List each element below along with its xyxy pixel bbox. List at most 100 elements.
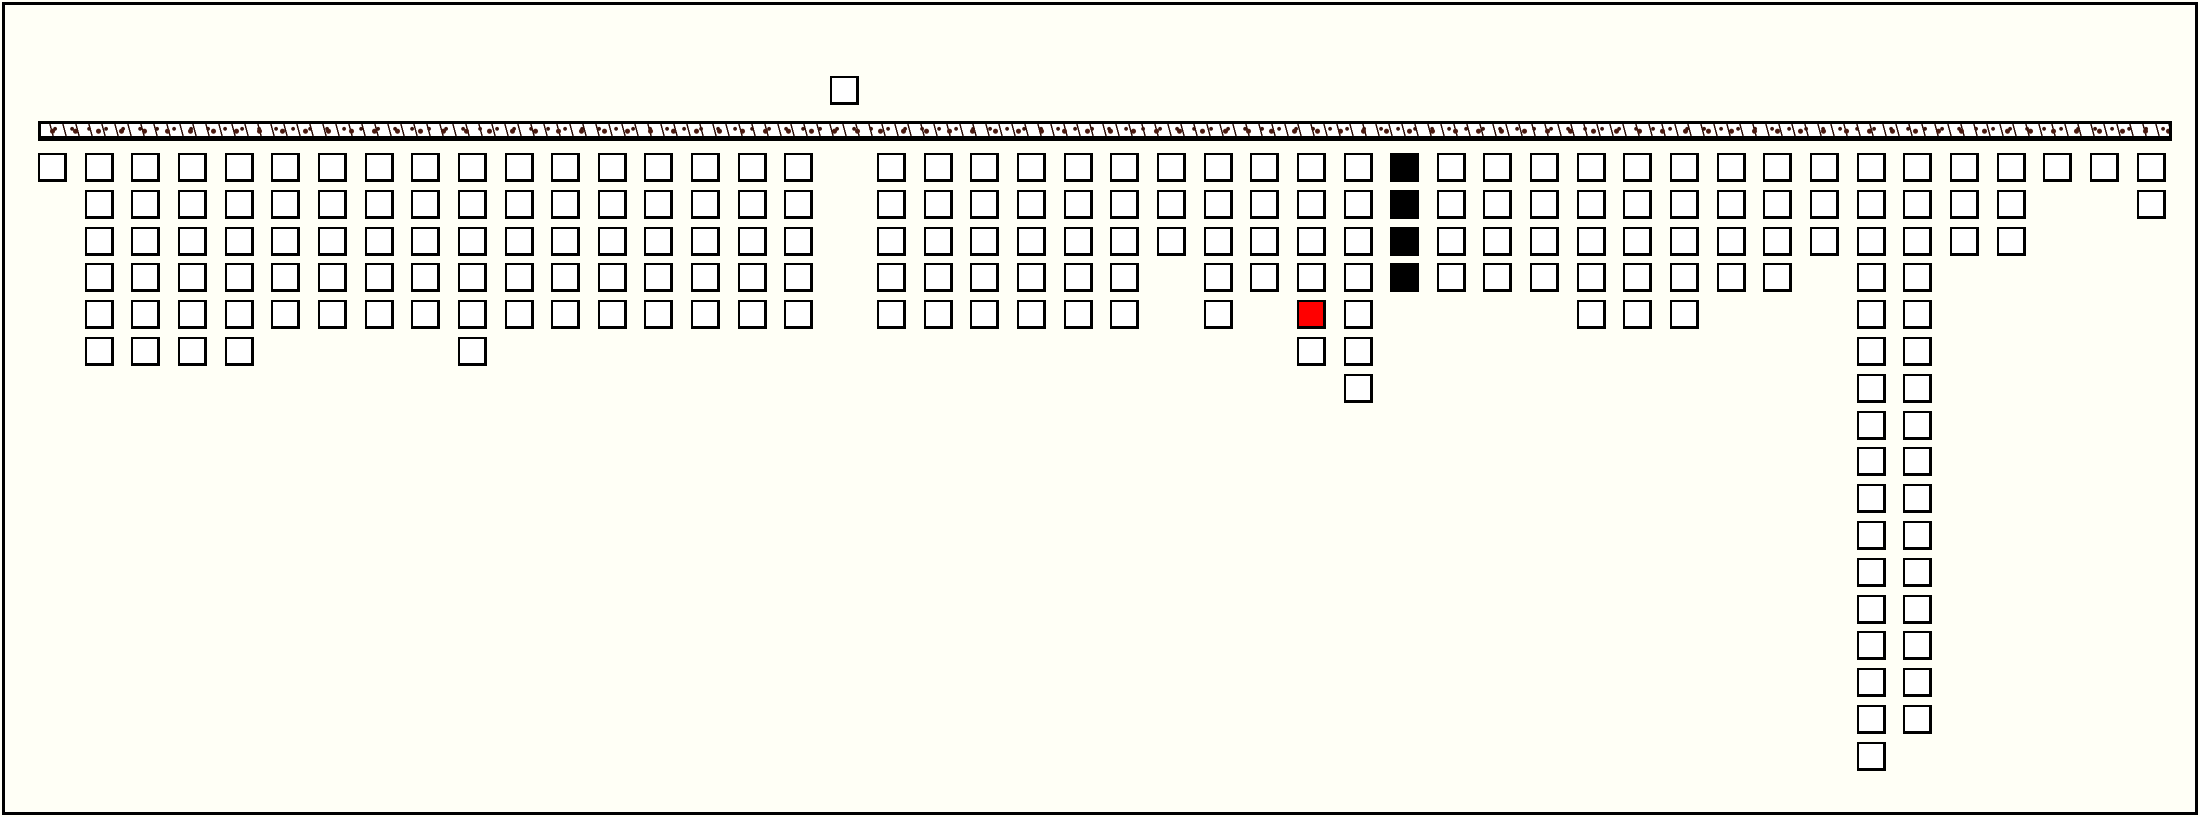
left-column-4-card[interactable] bbox=[177, 337, 207, 366]
right-column-27-card[interactable] bbox=[2089, 153, 2119, 182]
left-column-13-card[interactable] bbox=[597, 226, 627, 256]
right-column-4-card[interactable] bbox=[1016, 153, 1046, 182]
right-column-9-card[interactable] bbox=[1250, 226, 1280, 256]
right-column-13-card[interactable] bbox=[1436, 189, 1466, 219]
left-column-10-card[interactable] bbox=[457, 337, 487, 366]
right-column-23-card[interactable] bbox=[1903, 410, 1933, 440]
right-column-1-card[interactable] bbox=[877, 263, 906, 293]
right-column-16-card[interactable] bbox=[1576, 189, 1606, 219]
right-column-23-card[interactable] bbox=[1903, 705, 1933, 734]
right-column-18-card[interactable] bbox=[1670, 300, 1700, 330]
right-column-1-card[interactable] bbox=[877, 189, 906, 219]
right-column-5-card[interactable] bbox=[1063, 300, 1093, 330]
left-column-8-card[interactable] bbox=[364, 153, 394, 182]
right-column-18-card[interactable] bbox=[1670, 189, 1700, 219]
left-column-10-card[interactable] bbox=[457, 263, 487, 293]
right-column-5-card[interactable] bbox=[1063, 263, 1093, 293]
selected-card[interactable] bbox=[1296, 300, 1326, 330]
left-column-7-card[interactable] bbox=[317, 300, 347, 330]
left-column-13-card[interactable] bbox=[597, 189, 627, 219]
right-column-22-card[interactable] bbox=[1856, 447, 1886, 477]
right-column-2-card[interactable] bbox=[923, 189, 953, 219]
right-column-6-card[interactable] bbox=[1110, 300, 1140, 330]
left-column-13-card[interactable] bbox=[597, 263, 627, 293]
right-column-19-card[interactable] bbox=[1716, 189, 1746, 219]
left-column-11-card[interactable] bbox=[504, 263, 534, 293]
right-column-15-card[interactable] bbox=[1530, 226, 1560, 256]
left-column-11-card[interactable] bbox=[504, 153, 534, 182]
right-column-2-card[interactable] bbox=[923, 153, 953, 182]
right-column-22-card[interactable] bbox=[1856, 484, 1886, 514]
left-column-2-card[interactable] bbox=[84, 226, 114, 256]
left-column-10-card[interactable] bbox=[457, 300, 487, 330]
right-column-14-card[interactable] bbox=[1483, 153, 1513, 182]
right-column-8-card[interactable] bbox=[1203, 153, 1233, 182]
left-column-13-card[interactable] bbox=[597, 153, 627, 182]
right-column-25-card[interactable] bbox=[1996, 189, 2026, 219]
left-column-12-card[interactable] bbox=[551, 300, 581, 330]
left-column-16-card[interactable] bbox=[737, 189, 767, 219]
right-column-17-card[interactable] bbox=[1623, 153, 1653, 182]
left-column-3-card[interactable] bbox=[131, 153, 161, 182]
right-column-22-card[interactable] bbox=[1856, 631, 1886, 661]
left-column-15-card[interactable] bbox=[691, 153, 721, 182]
right-column-7-card[interactable] bbox=[1156, 226, 1186, 256]
right-column-3-card[interactable] bbox=[970, 226, 1000, 256]
right-column-14-card[interactable] bbox=[1483, 263, 1513, 293]
right-column-2-card[interactable] bbox=[923, 226, 953, 256]
right-column-17-card[interactable] bbox=[1623, 189, 1653, 219]
right-column-9-card[interactable] bbox=[1250, 153, 1280, 182]
right-column-17-card[interactable] bbox=[1623, 300, 1653, 330]
right-column-22-card[interactable] bbox=[1856, 557, 1886, 587]
left-column-14-card[interactable] bbox=[644, 189, 674, 219]
right-column-17-card[interactable] bbox=[1623, 263, 1653, 293]
right-column-23-card[interactable] bbox=[1903, 668, 1933, 698]
left-column-4-card[interactable] bbox=[177, 263, 207, 293]
right-column-16-card[interactable] bbox=[1576, 153, 1606, 182]
right-column-3-card[interactable] bbox=[970, 300, 1000, 330]
left-column-10-card[interactable] bbox=[457, 153, 487, 182]
left-column-7-card[interactable] bbox=[317, 189, 347, 219]
right-column-12-card-dark[interactable] bbox=[1390, 189, 1420, 219]
right-column-22-card[interactable] bbox=[1856, 226, 1886, 256]
right-column-11-card[interactable] bbox=[1343, 337, 1373, 366]
left-column-16-card[interactable] bbox=[737, 226, 767, 256]
right-column-14-card[interactable] bbox=[1483, 189, 1513, 219]
right-column-23-card[interactable] bbox=[1903, 189, 1933, 219]
left-column-3-card[interactable] bbox=[131, 189, 161, 219]
left-column-11-card[interactable] bbox=[504, 189, 534, 219]
right-column-20-card[interactable] bbox=[1763, 226, 1793, 256]
left-column-17-card[interactable] bbox=[784, 300, 814, 330]
stock-pile[interactable] bbox=[830, 76, 859, 105]
left-column-9-card[interactable] bbox=[411, 226, 441, 256]
right-column-4-card[interactable] bbox=[1016, 263, 1046, 293]
right-column-22-card[interactable] bbox=[1856, 668, 1886, 698]
right-column-4-card[interactable] bbox=[1016, 226, 1046, 256]
right-column-9-card[interactable] bbox=[1250, 189, 1280, 219]
right-column-11-card[interactable] bbox=[1343, 263, 1373, 293]
right-column-22-card[interactable] bbox=[1856, 521, 1886, 550]
right-column-11-card[interactable] bbox=[1343, 189, 1373, 219]
right-column-8-card[interactable] bbox=[1203, 263, 1233, 293]
left-column-7-card[interactable] bbox=[317, 153, 347, 182]
left-column-17-card[interactable] bbox=[784, 189, 814, 219]
right-column-23-card[interactable] bbox=[1903, 631, 1933, 661]
right-column-24-card[interactable] bbox=[1949, 226, 1979, 256]
right-column-16-card[interactable] bbox=[1576, 300, 1606, 330]
right-column-13-card[interactable] bbox=[1436, 226, 1466, 256]
right-column-10-card[interactable] bbox=[1296, 226, 1326, 256]
right-column-11-card[interactable] bbox=[1343, 226, 1373, 256]
right-column-2-card[interactable] bbox=[923, 263, 953, 293]
left-column-3-card[interactable] bbox=[131, 337, 161, 366]
right-column-22-card[interactable] bbox=[1856, 263, 1886, 293]
left-column-10-card[interactable] bbox=[457, 189, 487, 219]
left-column-7-card[interactable] bbox=[317, 263, 347, 293]
right-column-24-card[interactable] bbox=[1949, 189, 1979, 219]
left-column-3-card[interactable] bbox=[131, 226, 161, 256]
left-column-16-card[interactable] bbox=[737, 300, 767, 330]
left-column-5-card[interactable] bbox=[224, 153, 254, 182]
right-column-3-card[interactable] bbox=[970, 153, 1000, 182]
right-column-11-card[interactable] bbox=[1343, 373, 1373, 403]
right-column-19-card[interactable] bbox=[1716, 263, 1746, 293]
right-column-22-card[interactable] bbox=[1856, 373, 1886, 403]
